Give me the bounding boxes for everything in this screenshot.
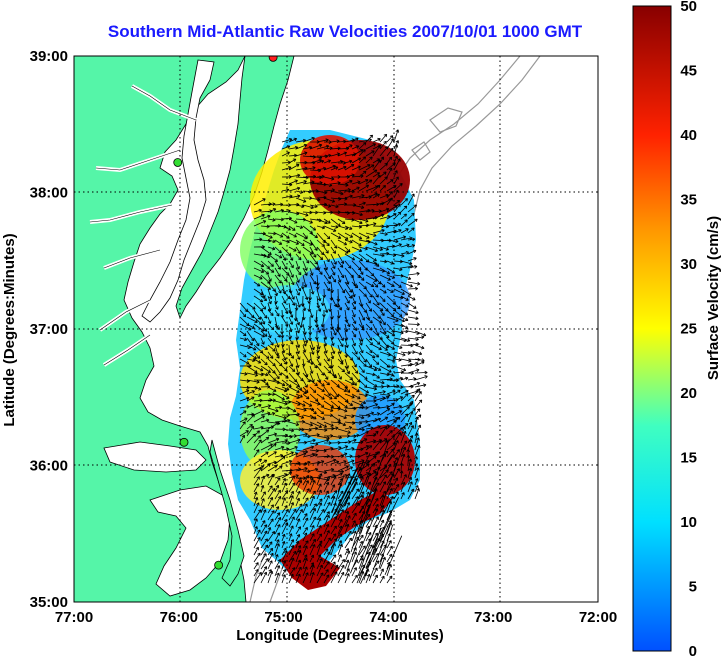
colorbar-tick-label: 15 [680,450,697,467]
y-tick-label: 37:00 [30,321,68,338]
velocity-band-green-north [240,210,320,290]
y-tick-label: 38:00 [30,185,68,202]
colorbar-tick-label: 20 [680,385,697,402]
x-tick-label: 73:00 [474,609,512,626]
station-marker [268,56,278,62]
map-grid [74,56,598,602]
land-delmarva-peninsula [175,56,295,320]
velocity-band-green-south [240,390,300,470]
x-tick-label: 77:00 [55,609,93,626]
colorbar-tick-label: 5 [689,579,697,596]
x-tick-label: 76:00 [160,609,198,626]
colorbar-label: Surface Velocity (cm/s) [705,216,722,380]
x-axis-label: Longitude (Degrees:Minutes) [236,627,444,644]
water-rivers-outline [89,85,197,366]
velocity-arrow-vectors [239,129,428,584]
radar-stations [173,56,278,570]
velocity-arrows [239,129,428,584]
x-axis-ticks: 77:00 76:00 75:00 74:00 73:00 72:00 [55,609,617,626]
colorbar-tick-label: 25 [680,321,697,338]
velocity-band-darkred-east [355,425,415,495]
x-tick-label: 74:00 [369,609,407,626]
land-outer-banks [209,439,245,587]
colorbar-tick-label: 10 [680,514,697,531]
y-tick-label: 35:00 [30,594,68,611]
station-marker [179,437,189,447]
station-marker [214,560,224,570]
y-tick-label: 36:00 [30,458,68,475]
map-title: Southern Mid-Atlantic Raw Velocities 200… [107,22,583,41]
colorbar [632,5,672,652]
y-axis-label: Latitude (Degrees:Minutes) [1,233,18,426]
colorbar-tick-label: 0 [689,643,697,659]
y-axis-ticks: 39:00 38:00 37:00 36:00 35:00 [30,48,68,611]
water-chesapeake-bay [141,59,215,323]
water-pamlico-sound [149,485,231,597]
colorbar-tick-label: 40 [680,127,697,144]
colorbar-tick-label: 45 [680,63,697,80]
x-tick-label: 72:00 [579,609,617,626]
station-marker [173,158,183,167]
map-frame [73,55,599,603]
velocity-band-red-south [290,445,350,495]
colorbar-ticks: 0 5 10 15 20 25 30 35 40 45 50 [680,0,697,659]
colorbar-tick-label: 50 [680,0,697,15]
colorbar-tick-label: 35 [680,192,697,209]
colorbar-tick-label: 30 [680,256,697,273]
y-tick-label: 39:00 [30,48,68,65]
x-tick-label: 75:00 [264,609,302,626]
